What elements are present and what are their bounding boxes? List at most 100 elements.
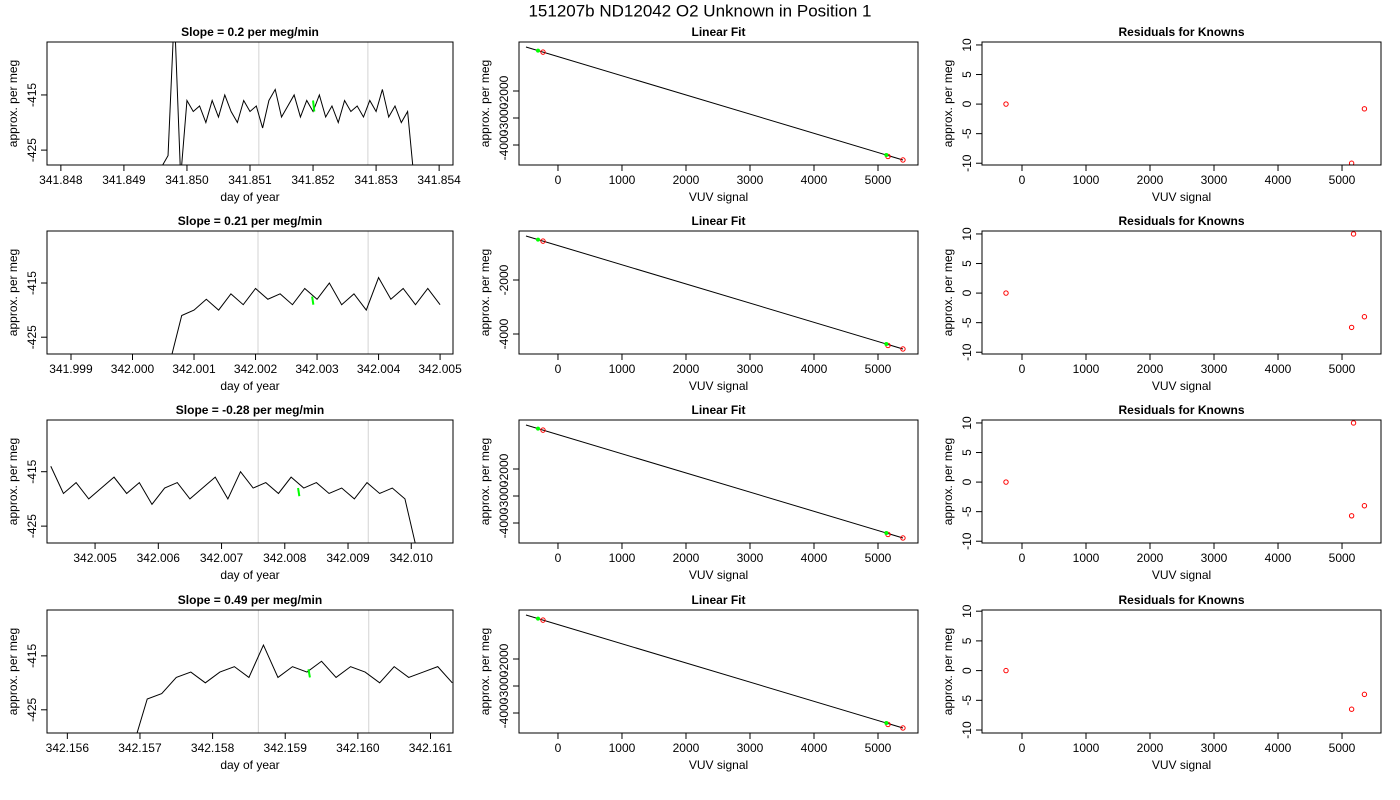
plot-frame xyxy=(981,230,1382,355)
point xyxy=(540,49,546,55)
point xyxy=(1003,290,1009,296)
y-axis-label: approx. per meg xyxy=(941,60,955,147)
x-tick-label: 341.848 xyxy=(39,173,83,187)
x-tick-label: 3000 xyxy=(737,551,764,565)
y-tick-label: 5 xyxy=(960,449,974,456)
y-tick-label: 10 xyxy=(960,38,974,52)
x-tick-label: 3000 xyxy=(1201,173,1228,187)
point xyxy=(1003,479,1009,485)
x-tick-label: 342.001 xyxy=(172,362,216,376)
y-tick-label: 10 xyxy=(960,604,974,618)
x-tick-label: 0 xyxy=(555,362,562,376)
x-tick-label: 342.156 xyxy=(46,741,90,755)
x-tick-label: 5000 xyxy=(1329,741,1356,755)
point xyxy=(1348,324,1355,331)
panel: Slope = 0.49 per meg/min day of year appro… xyxy=(6,593,454,772)
x-axis-label: VUV signal xyxy=(1152,190,1211,204)
panel: Linear Fit VUV signal approx. per meg 0 1000… xyxy=(478,25,919,204)
y-tick-label: -4000 xyxy=(497,697,511,728)
x-tick-label: 5000 xyxy=(865,362,892,376)
y-axis-label: approx. per meg xyxy=(6,249,20,336)
plot-frame xyxy=(518,230,919,355)
x-tick-label: 341.854 xyxy=(417,173,461,187)
x-tick-label: 0 xyxy=(1019,741,1026,755)
x-tick-label: 2000 xyxy=(1137,741,1164,755)
point xyxy=(1352,610,1355,611)
y-axis-label: approx. per meg xyxy=(941,249,955,336)
x-tick-label: 5000 xyxy=(1329,551,1356,565)
panel-title: Slope = 0.49 per meg/min xyxy=(178,593,322,607)
y-tick-label: -10 xyxy=(960,343,974,361)
x-tick-label: 2000 xyxy=(673,551,700,565)
point xyxy=(900,346,906,352)
x-tick-label: 0 xyxy=(1019,551,1026,565)
panel-title: Residuals for Knowns xyxy=(1118,593,1244,607)
point xyxy=(900,535,906,541)
x-tick-label: 2000 xyxy=(1137,362,1164,376)
plot-area xyxy=(1003,101,1368,165)
fit-line xyxy=(525,235,904,350)
point xyxy=(1348,160,1355,165)
x-tick-label: 0 xyxy=(555,551,562,565)
y-tick-label: -4000 xyxy=(497,318,511,349)
y-tick-label: 5 xyxy=(960,260,974,267)
series-line xyxy=(162,42,414,165)
fit-line xyxy=(525,46,904,161)
fit-line xyxy=(525,424,904,539)
x-tick-label: 4000 xyxy=(1265,741,1292,755)
plot-area xyxy=(525,424,906,541)
y-axis-label: approx. per meg xyxy=(478,438,492,525)
panel: Residuals for Knowns VUV signal approx. pe… xyxy=(941,593,1382,772)
series-line xyxy=(50,466,416,543)
x-tick-label: 5000 xyxy=(865,551,892,565)
panel-title: Residuals for Knowns xyxy=(1118,25,1244,39)
plot-frame xyxy=(46,609,454,734)
y-axis-label: approx. per meg xyxy=(478,628,492,715)
x-axis-label: VUV signal xyxy=(689,568,748,582)
x-tick-label: 1000 xyxy=(609,551,636,565)
panel-title: Residuals for Knowns xyxy=(1118,214,1244,228)
panel: Linear Fit VUV signal approx. per meg 0 1000… xyxy=(478,403,919,582)
plot-area xyxy=(525,235,906,352)
panel-title: Slope = -0.28 per meg/min xyxy=(176,403,324,417)
x-tick-label: 342.005 xyxy=(418,362,462,376)
x-axis-label: VUV signal xyxy=(1152,379,1211,393)
y-tick-label: -3000 xyxy=(497,670,511,701)
y-tick-label: -415 xyxy=(25,644,39,668)
x-tick-label: 0 xyxy=(555,173,562,187)
point xyxy=(1350,420,1357,426)
x-tick-label: 1000 xyxy=(1073,551,1100,565)
y-tick-label: -5 xyxy=(960,128,974,139)
point-dot xyxy=(536,237,541,242)
x-tick-label: 342.158 xyxy=(191,741,235,755)
x-axis-label: VUV signal xyxy=(689,190,748,204)
plot-frame xyxy=(981,419,1382,544)
x-tick-label: 2000 xyxy=(673,173,700,187)
highlight-line xyxy=(307,669,311,678)
y-tick-label: -5 xyxy=(960,695,974,706)
plot-frame xyxy=(518,41,919,166)
x-tick-label: 0 xyxy=(1019,173,1026,187)
x-tick-label: 0 xyxy=(555,741,562,755)
y-tick-label: 0 xyxy=(960,289,974,296)
y-tick-label: -425 xyxy=(25,325,39,349)
panel-title: Slope = 0.2 per meg/min xyxy=(181,25,319,39)
plot-frame xyxy=(46,230,454,355)
x-tick-label: 2000 xyxy=(1137,173,1164,187)
y-tick-label: 10 xyxy=(960,227,974,241)
y-axis-label: approx. per meg xyxy=(478,249,492,336)
y-tick-label: 0 xyxy=(960,478,974,485)
y-axis-label: approx. per meg xyxy=(6,438,20,525)
x-tick-label: 3000 xyxy=(1201,551,1228,565)
point-dot xyxy=(884,341,889,346)
x-axis-label: VUV signal xyxy=(1152,758,1211,772)
series-line xyxy=(136,643,453,733)
x-tick-label: 3000 xyxy=(737,173,764,187)
x-tick-label: 341.851 xyxy=(228,173,272,187)
point xyxy=(1003,667,1009,674)
x-tick-label: 5000 xyxy=(1329,362,1356,376)
x-tick-label: 1000 xyxy=(609,741,636,755)
point-dot xyxy=(884,530,889,535)
plot-area xyxy=(1003,420,1368,519)
